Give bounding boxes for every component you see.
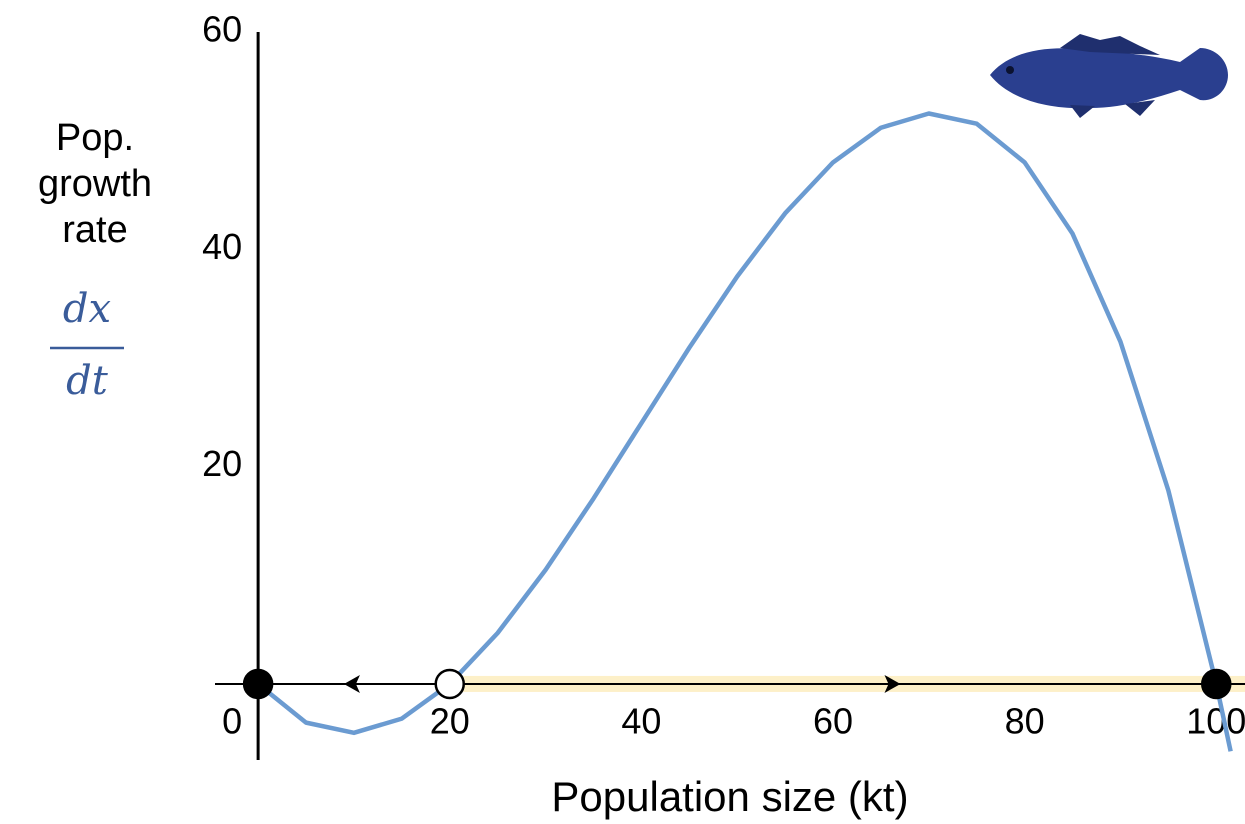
y-axis-title: rate xyxy=(62,209,127,251)
flow-arrow xyxy=(343,674,360,693)
x-tick-label: 20 xyxy=(430,700,470,741)
equilibrium-point xyxy=(242,668,274,700)
x-axis-title: Population size (kt) xyxy=(551,773,908,820)
y-tick-label: 60 xyxy=(202,9,242,50)
y-axis-title: growth xyxy=(38,163,152,205)
flow-arrow xyxy=(884,674,901,693)
x-tick-label: 100 xyxy=(1186,700,1245,741)
x-tick-label: 0 xyxy=(222,700,242,741)
y-axis-title: Pop. xyxy=(56,117,134,159)
equilibrium-point xyxy=(434,668,465,700)
growth-curve xyxy=(256,111,1233,752)
x-tick-label: 60 xyxy=(813,700,853,741)
y-tick-label: 40 xyxy=(202,226,242,267)
y-axis-math-denominator: dt xyxy=(66,358,109,404)
x-tick-label: 80 xyxy=(1005,700,1045,741)
y-axis-math-numerator: dx xyxy=(63,286,111,332)
fish-icon xyxy=(990,34,1228,118)
x-tick-label: 40 xyxy=(621,700,661,741)
equilibrium-point xyxy=(1201,668,1232,700)
y-tick-label: 20 xyxy=(202,443,242,484)
